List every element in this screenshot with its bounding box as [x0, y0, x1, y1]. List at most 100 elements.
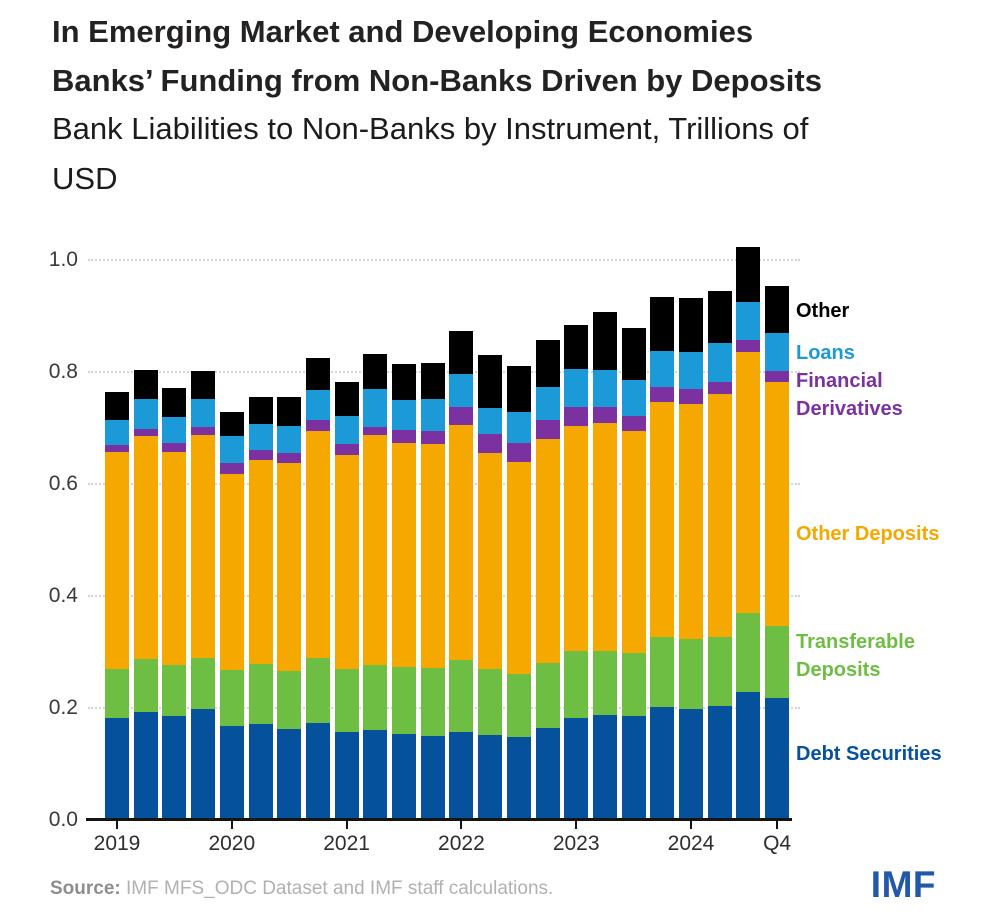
bar-2021q2-other [363, 354, 388, 389]
bar-2023q2-other-deposits [592, 422, 617, 651]
bar-2019q3-financial-derivatives [162, 443, 187, 453]
bar-2022q2-financial-derivatives [478, 434, 503, 454]
bar-2023q1-transferable-deposits [564, 651, 589, 718]
bar-2021q4-loans [420, 398, 445, 432]
bar-2022q4-transferable-deposits [535, 662, 560, 728]
bar-2021q2-transferable-deposits [363, 664, 388, 730]
legend-label-other: Other [796, 300, 850, 322]
bar-2021q3-transferable-deposits [392, 666, 416, 734]
bar-2023q4-transferable-deposits [650, 636, 675, 707]
x-axis-label-2023: 2023 [552, 832, 600, 855]
bar-2024q1 [679, 297, 703, 820]
bar-2021q3 [392, 363, 416, 820]
bar-2019q3-debt-securities [162, 715, 187, 820]
bar-2019q4-transferable-deposits [191, 657, 216, 709]
bar-2023q3-financial-derivatives [621, 416, 646, 432]
bar-2022q4 [535, 340, 560, 820]
bar-2023q2-debt-securities [592, 714, 617, 820]
bar-2022q2-other-deposits [478, 453, 503, 669]
bar-2020q3 [277, 397, 302, 820]
bar-2020q1-other [219, 412, 244, 437]
bar-2020q1-other-deposits [219, 474, 244, 671]
bar-2021q1-debt-securities [334, 731, 359, 820]
bar-2024q3 [736, 246, 761, 820]
bar-2020q3-financial-derivatives [277, 453, 302, 464]
bar-2022q2-loans [478, 407, 503, 435]
bar-2022q1-financial-derivatives [449, 406, 474, 425]
bar-2022q4-other [535, 340, 560, 387]
bar-2020q2-financial-derivatives [248, 449, 273, 460]
bar-2021q2-financial-derivatives [363, 427, 388, 435]
bar-2021q1-financial-derivatives [334, 444, 359, 455]
x-axis-label-2022: 2022 [438, 832, 485, 855]
bar-2020q2-other [248, 396, 273, 425]
bar-2024q4-financial-derivatives [765, 370, 790, 382]
bar-2019q2-other [133, 370, 158, 399]
bar-2022q3-loans [506, 412, 531, 444]
bar-2021q2 [363, 354, 388, 820]
bar-2019q2-debt-securities [133, 712, 158, 820]
bar-2023q4-debt-securities [650, 706, 675, 820]
x-axis-label-q4: Q4 [763, 832, 792, 855]
x-axis-label-2019: 2019 [93, 832, 141, 855]
bar-2022q1-other-deposits [449, 424, 474, 660]
bar-2020q4-transferable-deposits [305, 658, 330, 724]
bar-2020q4-other-deposits [305, 430, 330, 659]
bar-2021q1-other-deposits [334, 454, 359, 670]
bar-2020q3-debt-securities [277, 729, 302, 820]
bar-2023q1-debt-securities [564, 717, 589, 820]
bar-2021q1-transferable-deposits [334, 669, 359, 732]
y-axis-label-1.0: 1.0 [48, 248, 78, 271]
bar-2021q4 [420, 362, 445, 820]
bar-2020q1-debt-securities [219, 725, 244, 820]
bar-2020q3-loans [277, 425, 302, 454]
bar-2021q4-financial-derivatives [420, 431, 445, 445]
legend-label-financial-derivatives: Financial Derivatives [796, 370, 903, 420]
bar-2023q4-other [650, 297, 675, 351]
bar-2023q3-transferable-deposits [621, 653, 646, 716]
bar-2021q4-transferable-deposits [420, 668, 445, 736]
source-label: Source: [50, 878, 121, 899]
bar-2021q2-loans [363, 388, 388, 428]
bar-2022q4-loans [535, 386, 560, 421]
bar-2022q3-debt-securities [506, 737, 531, 820]
x-tick-q4 [776, 820, 779, 829]
bar-2023q2 [592, 312, 617, 820]
legend-label-transferable-deposits: Transferable Deposits [796, 631, 915, 681]
bar-2024q3-transferable-deposits [736, 612, 761, 692]
bar-2024q3-financial-derivatives [736, 340, 761, 352]
bar-2020q4 [305, 358, 330, 820]
bar-2021q4-debt-securities [420, 735, 445, 820]
bar-2021q4-other [420, 362, 445, 399]
bar-2024q4-transferable-deposits [765, 626, 790, 699]
source-text: IMF MFS_ODC Dataset and IMF staff calcul… [120, 878, 554, 899]
bar-2024q2 [707, 291, 732, 820]
bar-2020q4-financial-derivatives [305, 420, 330, 431]
bar-2023q3 [621, 327, 646, 820]
bar-2021q4-other-deposits [420, 444, 445, 669]
bar-2022q1 [449, 331, 474, 820]
bar-2023q3-loans [621, 379, 646, 417]
bar-2020q2-transferable-deposits [248, 664, 273, 725]
bar-2022q1-debt-securities [449, 731, 474, 820]
bar-2020q3-transferable-deposits [277, 671, 302, 730]
bar-2024q3-other [736, 246, 761, 303]
x-tick-2022 [460, 820, 463, 829]
x-axis-label-2024: 2024 [667, 832, 715, 855]
chart-subtitle-line-2: USD [52, 161, 118, 196]
bar-2022q2-transferable-deposits [478, 668, 503, 735]
bar-2019q1-other [105, 391, 129, 421]
bar-2020q4-other [305, 358, 330, 390]
imf-logo: IMF [870, 864, 936, 905]
bar-2022q2-debt-securities [478, 734, 503, 820]
bar-2024q1-financial-derivatives [679, 388, 703, 405]
bar-2020q1-transferable-deposits [219, 670, 244, 726]
bar-2019q2 [133, 370, 158, 820]
bar-2023q3-debt-securities [621, 715, 646, 820]
bar-2021q3-debt-securities [392, 733, 416, 820]
bar-2024q2-financial-derivatives [707, 381, 732, 395]
bar-2019q4-loans [191, 398, 216, 427]
bar-2019q1-transferable-deposits [105, 669, 129, 718]
bar-2019q4 [191, 370, 216, 820]
